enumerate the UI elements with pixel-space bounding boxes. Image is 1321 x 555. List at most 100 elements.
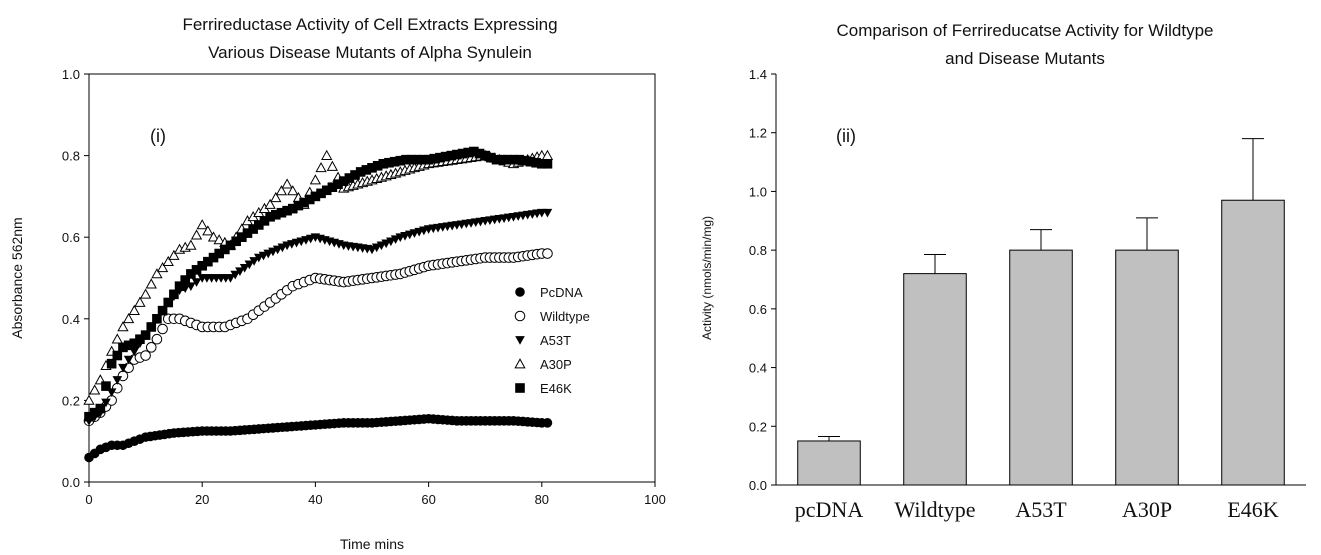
series-wildtype — [83, 248, 553, 427]
data-point — [140, 350, 151, 361]
legend-item-a30p: A30P — [514, 357, 572, 372]
scatter-x-tick-label: 0 — [85, 492, 92, 507]
data-point — [486, 152, 496, 163]
data-point — [157, 305, 168, 316]
data-point — [293, 200, 304, 211]
scatter-x-tick-label: 80 — [535, 492, 549, 507]
scatter-y-tick-label: 0.8 — [62, 149, 80, 164]
data-point — [321, 149, 333, 160]
data-point — [378, 158, 389, 169]
data-point — [423, 154, 434, 165]
bar-y-tick-label: 1.4 — [749, 67, 767, 82]
data-point — [406, 154, 417, 165]
scatter-chart-panel: Ferrireductase Activity of Cell Extracts… — [9, 15, 666, 552]
data-point — [542, 208, 553, 218]
data-point — [503, 154, 513, 165]
data-point — [174, 281, 185, 291]
data-point — [412, 154, 423, 165]
bar-category-label: A30P — [1122, 497, 1172, 522]
scatter-annotation: (i) — [150, 126, 166, 146]
data-point — [270, 191, 282, 203]
scatter-legend: PcDNA Wildtype A53T A30P E46K — [514, 285, 590, 396]
data-point — [389, 156, 400, 167]
data-point — [525, 156, 536, 167]
data-point — [474, 148, 485, 159]
data-point — [316, 188, 326, 199]
data-point — [537, 158, 547, 169]
data-point — [156, 261, 169, 273]
bar-plot-area: 0.0 0.2 0.4 0.6 0.8 1.0 1.2 1.4 pcDNA Wildtype A53… — [749, 67, 1306, 522]
data-point — [231, 236, 241, 247]
data-point — [84, 411, 94, 422]
data-point — [207, 231, 220, 242]
data-point — [157, 323, 168, 335]
data-point — [401, 154, 411, 165]
data-point — [191, 265, 202, 275]
data-point — [89, 384, 101, 395]
legend-label: A53T — [540, 333, 571, 348]
bar-y-tick-label: 1.2 — [749, 126, 767, 141]
data-point — [237, 232, 247, 242]
data-point — [287, 203, 298, 214]
data-point — [514, 154, 524, 165]
scatter-x-tick-label: 20 — [195, 492, 209, 507]
bar-y-tick-label: 0.0 — [749, 478, 767, 493]
bar-chart-panel: Comparison of Ferrireducatse Activity fo… — [700, 21, 1306, 522]
bar-wildtype — [903, 273, 967, 486]
data-point — [469, 146, 479, 157]
data-point — [254, 220, 264, 230]
data-point — [202, 225, 214, 236]
data-point — [111, 333, 123, 344]
data-point — [146, 322, 157, 332]
data-point — [315, 162, 327, 173]
data-point — [185, 239, 197, 250]
bar-title-line-2: and Disease Mutants — [945, 49, 1105, 68]
data-point — [112, 350, 123, 361]
data-point — [350, 170, 360, 180]
data-point — [220, 244, 230, 255]
data-point — [135, 334, 145, 344]
data-point — [265, 212, 275, 222]
bar-a53t — [1009, 249, 1073, 486]
data-point — [95, 403, 106, 414]
data-point — [134, 296, 146, 307]
data-point — [259, 216, 270, 226]
data-point — [208, 252, 219, 263]
bar-category-label: E46K — [1227, 497, 1278, 522]
data-point — [446, 150, 457, 161]
data-point — [203, 256, 213, 267]
data-point — [457, 148, 468, 159]
data-point — [435, 152, 445, 163]
scatter-plot-area: 0 20 40 60 80 100 0.0 0.2 0.4 0.6 0.8 1.0 — [62, 67, 666, 507]
data-point — [338, 176, 349, 186]
data-point — [128, 304, 140, 315]
data-point — [355, 167, 366, 177]
data-point — [191, 278, 202, 287]
series-a53t — [84, 208, 553, 426]
data-point — [225, 240, 236, 251]
legend-marker — [515, 336, 525, 345]
data-point — [281, 178, 293, 189]
legend-label: PcDNA — [540, 285, 583, 300]
data-point — [112, 376, 123, 385]
legend-item-e46k: E46K — [515, 381, 572, 396]
data-point — [239, 263, 250, 273]
data-point — [151, 333, 163, 345]
legend-marker — [514, 310, 526, 322]
scatter-y-tick-label: 0.6 — [62, 230, 80, 245]
data-point — [344, 173, 355, 183]
legend-item-pcdna: PcDNA — [515, 285, 583, 300]
scatter-x-tick-label: 40 — [308, 492, 322, 507]
data-point — [123, 340, 134, 351]
data-point — [89, 407, 100, 418]
data-point — [276, 207, 287, 218]
data-point — [497, 154, 507, 165]
data-point — [327, 182, 338, 193]
data-point — [101, 381, 111, 391]
data-point — [118, 342, 128, 353]
data-point — [230, 270, 241, 280]
legend-label: E46K — [540, 381, 572, 396]
legend-marker — [514, 358, 526, 369]
data-point — [248, 224, 258, 234]
